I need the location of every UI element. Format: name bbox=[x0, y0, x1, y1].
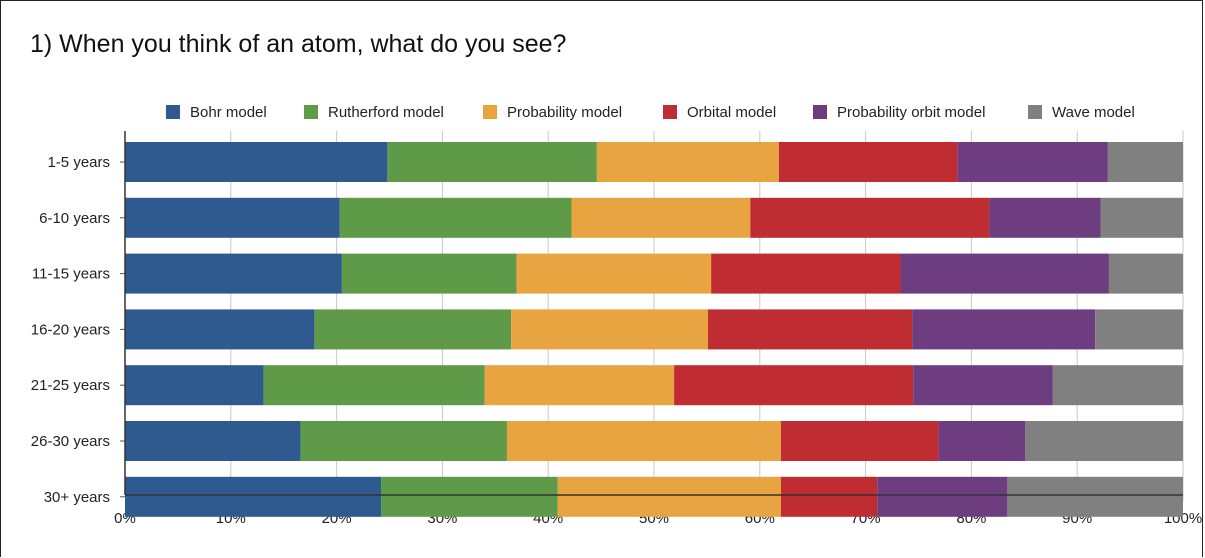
bar-segment bbox=[125, 421, 301, 461]
bar-segment bbox=[387, 142, 597, 182]
legend-swatch bbox=[663, 105, 677, 119]
bar-segment bbox=[711, 253, 901, 294]
bar-segment bbox=[506, 421, 781, 461]
legend-swatch bbox=[483, 105, 497, 119]
bar-segment bbox=[957, 142, 1108, 182]
bar-segment bbox=[596, 142, 779, 182]
bar-segment bbox=[571, 197, 751, 238]
legend-label: Rutherford model bbox=[328, 104, 444, 121]
bar-segment bbox=[125, 309, 315, 350]
bar-segment bbox=[511, 309, 708, 350]
bar-segment bbox=[900, 253, 1109, 294]
bar-segment bbox=[1095, 309, 1183, 350]
bar-segment bbox=[674, 365, 914, 406]
bar-segment bbox=[125, 476, 382, 517]
y-tick-label: 1-5 years bbox=[47, 154, 110, 171]
bar-segment bbox=[1100, 197, 1183, 238]
bar-segment bbox=[750, 197, 990, 238]
bar-segment bbox=[780, 421, 939, 461]
bar-segment bbox=[125, 365, 264, 406]
bar-segment bbox=[314, 309, 512, 350]
y-tick-label: 21-25 years bbox=[31, 377, 110, 394]
y-tick-label: 30+ years bbox=[44, 489, 110, 506]
bar-segment bbox=[125, 142, 388, 182]
legend-label: Wave model bbox=[1052, 104, 1135, 121]
legend-label: Bohr model bbox=[190, 104, 267, 121]
y-tick-label: 16-20 years bbox=[31, 321, 110, 338]
bar-segment bbox=[989, 197, 1101, 238]
bar-segment bbox=[877, 476, 1008, 517]
legend-swatch bbox=[813, 105, 827, 119]
bar-segment bbox=[381, 476, 558, 517]
bar-segment bbox=[938, 421, 1026, 461]
bar-segment bbox=[1007, 476, 1183, 517]
bar-segment bbox=[780, 476, 878, 517]
bar-segment bbox=[263, 365, 485, 406]
bar-segment bbox=[912, 309, 1096, 350]
chart-title: 1) When you think of an atom, what do yo… bbox=[30, 30, 567, 58]
bar-segment bbox=[300, 421, 507, 461]
legend-swatch bbox=[1028, 105, 1042, 119]
bar-segment bbox=[778, 142, 958, 182]
bar-segment bbox=[913, 365, 1053, 406]
bar-segment bbox=[1107, 142, 1183, 182]
y-tick-label: 26-30 years bbox=[31, 433, 110, 450]
legend-label: Probability orbit model bbox=[837, 104, 985, 121]
bar-segment bbox=[125, 253, 342, 294]
bar-segment bbox=[125, 197, 340, 238]
legend-swatch bbox=[166, 105, 180, 119]
bar-segment bbox=[1052, 365, 1183, 406]
legend-label: Probability model bbox=[507, 104, 622, 121]
bar-segment bbox=[341, 253, 517, 294]
bar-segment bbox=[707, 309, 913, 350]
y-tick-label: 6-10 years bbox=[39, 210, 110, 227]
legend-label: Orbital model bbox=[687, 104, 776, 121]
y-tick-label: 11-15 years bbox=[32, 266, 110, 283]
legend-swatch bbox=[304, 105, 318, 119]
bar-segment bbox=[516, 253, 712, 294]
bar-segment bbox=[339, 197, 572, 238]
bar-segment bbox=[1025, 421, 1183, 461]
bar-segment bbox=[1108, 253, 1183, 294]
bar-segment bbox=[484, 365, 675, 406]
bar-segment bbox=[557, 476, 781, 517]
